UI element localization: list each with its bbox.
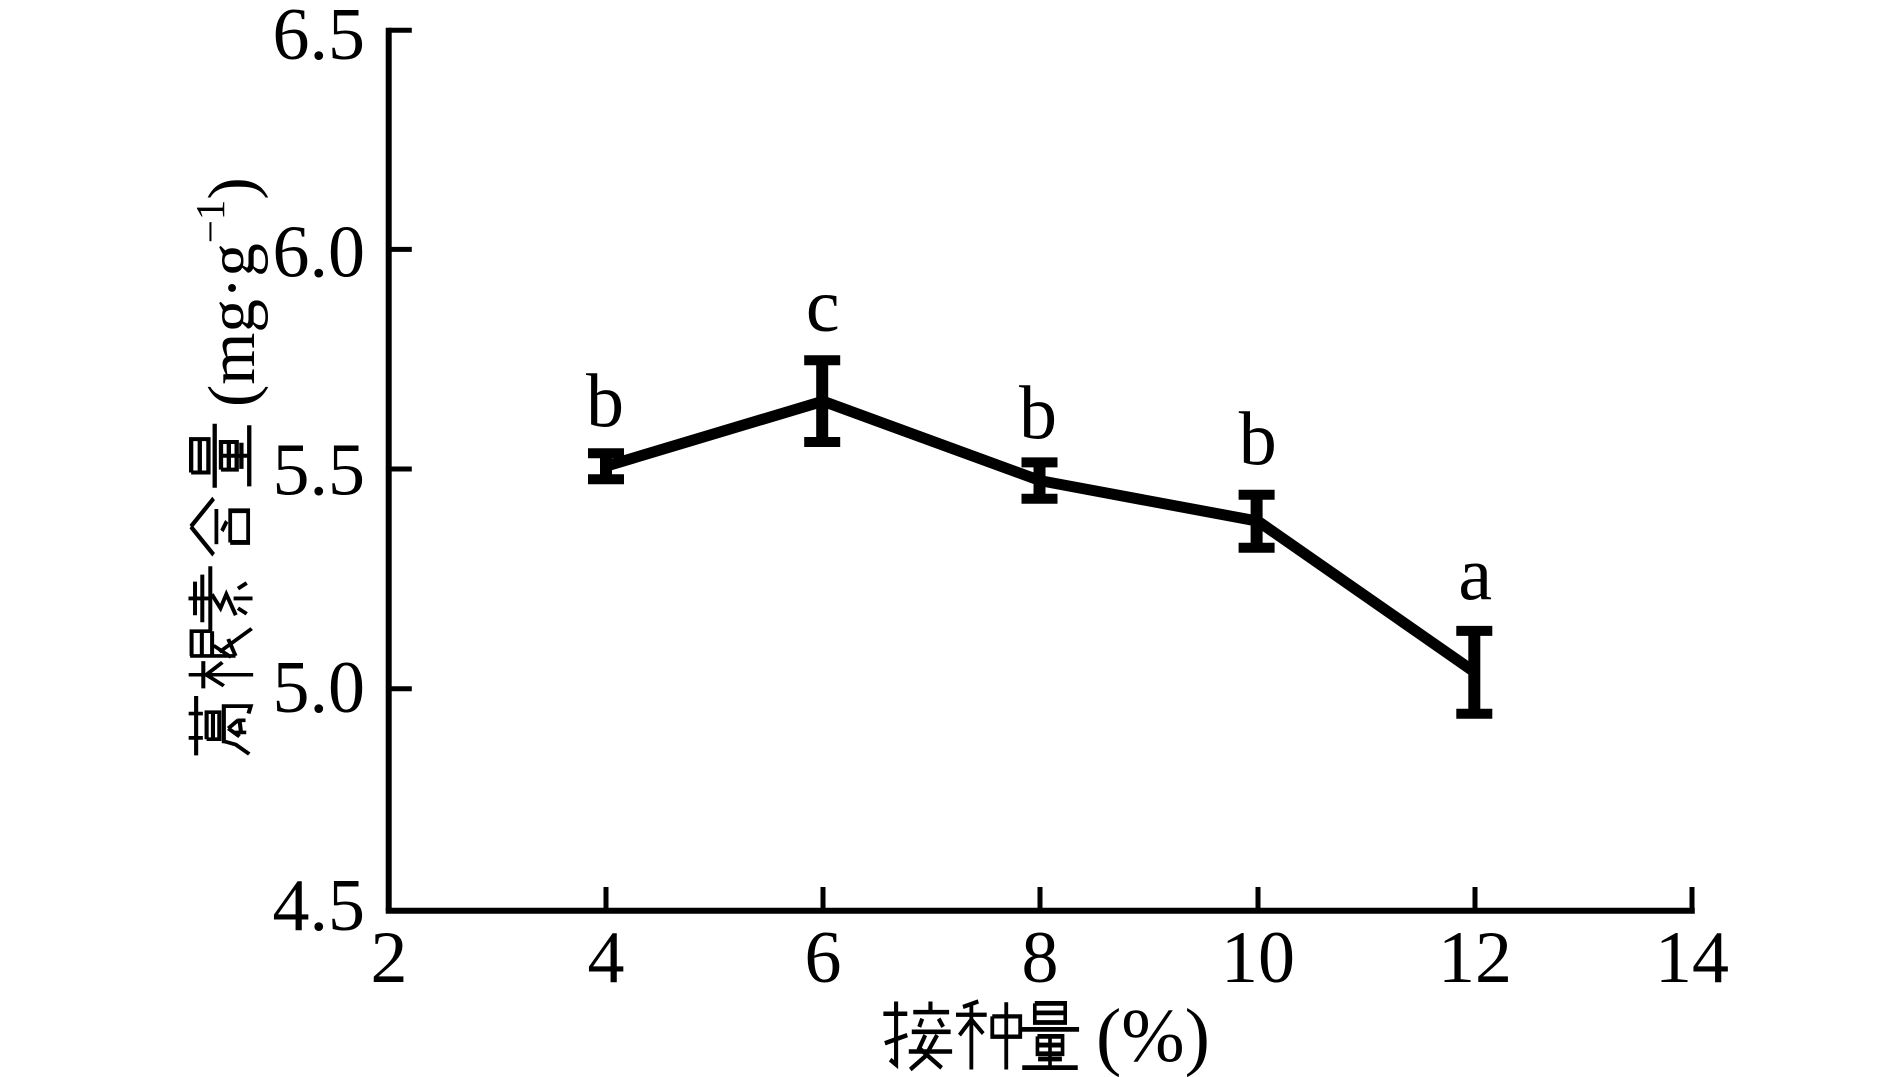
svg-text:10: 10 bbox=[1221, 917, 1295, 999]
svg-text:2: 2 bbox=[371, 917, 408, 999]
svg-text:4.5: 4.5 bbox=[273, 865, 366, 947]
svg-text:5.5: 5.5 bbox=[273, 430, 366, 512]
svg-text:(%): (%) bbox=[1096, 994, 1210, 1077]
svg-text:6.0: 6.0 bbox=[273, 212, 366, 294]
svg-text:12: 12 bbox=[1438, 917, 1512, 999]
svg-text:b: b bbox=[1239, 398, 1277, 482]
svg-text:14: 14 bbox=[1655, 917, 1729, 999]
svg-text:4: 4 bbox=[588, 917, 625, 999]
svg-text:b: b bbox=[586, 360, 624, 444]
svg-text:6.5: 6.5 bbox=[273, 0, 366, 76]
svg-text:5.0: 5.0 bbox=[273, 647, 366, 729]
svg-text:6: 6 bbox=[805, 917, 842, 999]
svg-text:c: c bbox=[806, 264, 840, 348]
svg-text:8: 8 bbox=[1022, 917, 1059, 999]
svg-text:a: a bbox=[1458, 533, 1492, 617]
svg-text:b: b bbox=[1019, 372, 1057, 456]
